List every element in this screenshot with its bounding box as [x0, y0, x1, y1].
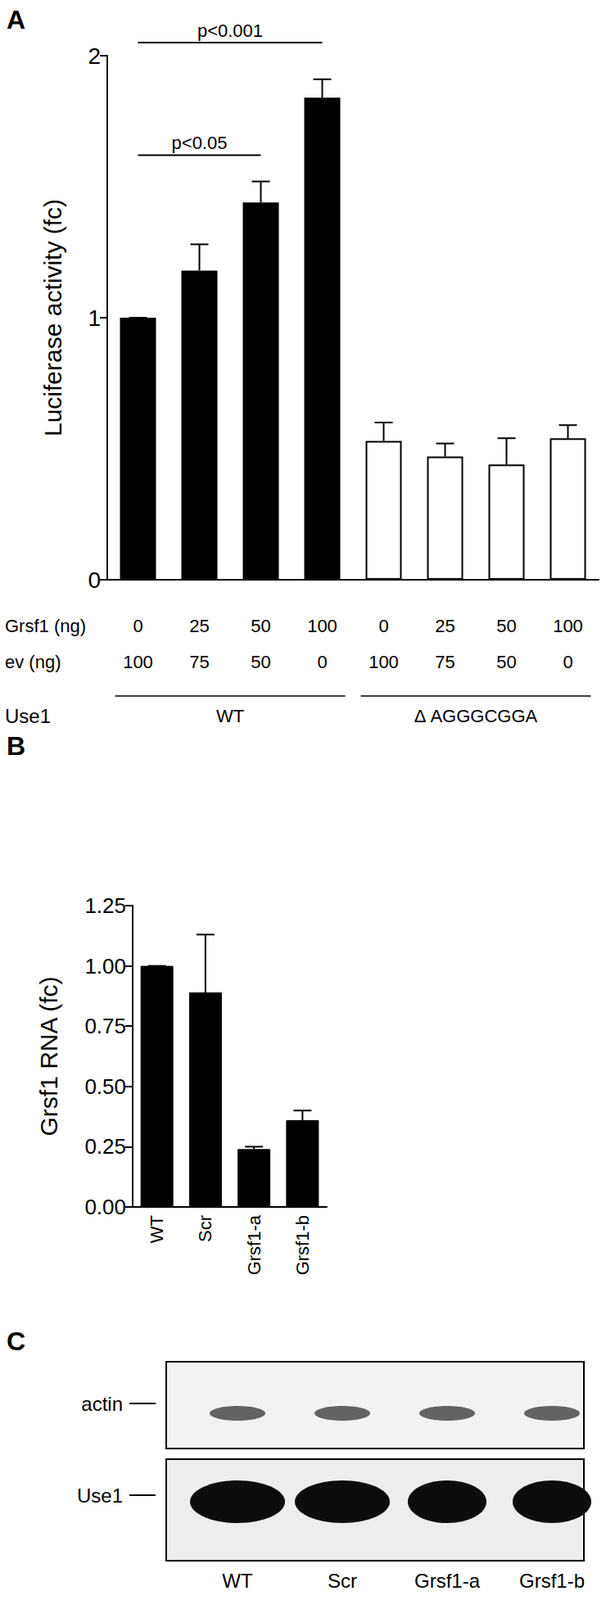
svg-text:0: 0 [562, 651, 573, 673]
svg-text:0.75: 0.75 [84, 1013, 127, 1039]
svg-text:25: 25 [434, 615, 455, 637]
svg-text:50: 50 [250, 651, 271, 673]
svg-text:ev (ng): ev (ng) [4, 651, 61, 673]
svg-text:Use1: Use1 [4, 705, 51, 728]
svg-text:50: 50 [496, 615, 516, 637]
svg-text:0: 0 [132, 615, 143, 637]
svg-text:1: 1 [87, 305, 101, 331]
svg-text:0.25: 0.25 [84, 1134, 127, 1159]
svg-text:100: 100 [368, 651, 399, 673]
svg-text:WT: WT [221, 1569, 254, 1592]
svg-text:50: 50 [250, 615, 271, 637]
svg-text:Grsf1 RNA (fc): Grsf1 RNA (fc) [35, 976, 63, 1136]
svg-text:p<0.05: p<0.05 [171, 132, 228, 154]
svg-text:Grsf1-a: Grsf1-a [244, 1214, 265, 1276]
svg-text:0: 0 [378, 615, 389, 637]
svg-text:0.50: 0.50 [84, 1074, 127, 1099]
svg-text:C: C [6, 1326, 26, 1357]
svg-text:75: 75 [434, 651, 455, 673]
svg-text:Scr: Scr [327, 1569, 358, 1592]
svg-text:Use1: Use1 [76, 1484, 123, 1507]
svg-text:Scr: Scr [194, 1215, 216, 1243]
svg-text:0: 0 [87, 567, 101, 593]
svg-text:Grsf1 (ng): Grsf1 (ng) [4, 615, 86, 637]
svg-text:A: A [6, 4, 26, 35]
svg-text:1.00: 1.00 [84, 954, 127, 979]
svg-text:100: 100 [122, 651, 154, 673]
svg-text:2: 2 [87, 43, 101, 69]
svg-text:Grsf1-b: Grsf1-b [519, 1569, 585, 1592]
svg-text:1.25: 1.25 [84, 893, 127, 919]
svg-text:Grsf1-a: Grsf1-a [414, 1569, 481, 1592]
svg-text:p<0.001: p<0.001 [197, 20, 263, 41]
svg-text:75: 75 [189, 651, 209, 673]
svg-text:25: 25 [189, 615, 209, 637]
svg-text:WT: WT [216, 705, 245, 727]
svg-text:Luciferase activity (fc): Luciferase activity (fc) [39, 198, 67, 437]
svg-text:B: B [6, 731, 26, 761]
svg-text:Grsf1-b: Grsf1-b [292, 1215, 313, 1276]
svg-text:50: 50 [496, 651, 516, 673]
svg-text:100: 100 [552, 615, 584, 637]
svg-text:Δ AGGGCGGA: Δ AGGGCGGA [414, 705, 539, 727]
svg-text:100: 100 [307, 615, 338, 637]
svg-text:0.00: 0.00 [84, 1194, 127, 1220]
svg-text:actin: actin [81, 1392, 123, 1416]
svg-text:WT: WT [146, 1215, 168, 1244]
svg-text:0: 0 [316, 651, 327, 673]
